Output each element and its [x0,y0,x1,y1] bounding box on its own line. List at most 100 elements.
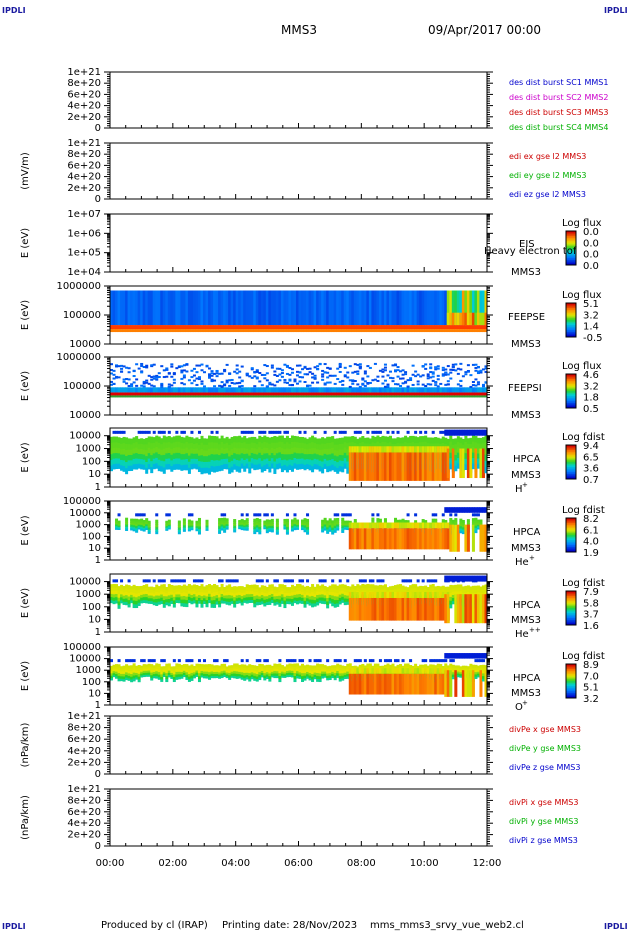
panel-1 [104,71,493,129]
y-tick-label: 2e+20 [67,830,101,841]
colorbar-segment [566,379,576,382]
colorbar-segment [566,518,576,521]
y-tick-label: 10 [88,688,101,699]
y-tick-label: 4e+20 [67,746,101,757]
colorbar-segment [566,333,576,336]
colorbar-segment [566,601,576,604]
y-axis-label: (mV/m) [20,152,31,190]
x-tick-label: 02:00 [158,858,187,869]
y-tick-label: 1 [95,555,101,566]
y-tick-label: 6e+20 [67,807,101,818]
spacecraft-label: MMS3 [511,688,541,699]
colorbar-segment [566,232,576,235]
colorbar-segment [566,667,576,670]
colorbar-segment [566,313,576,316]
y-axis-label: E (eV) [20,515,31,545]
colorbar-segment [566,467,576,470]
y-tick-label: 4e+20 [67,172,101,183]
colorbar-frame [565,590,577,626]
colorbar-segment [566,619,576,623]
colorbar-segment [566,330,576,333]
spacecraft-label: MMS3 [511,410,541,421]
y-axis-label: E (eV) [20,371,31,401]
colorbar-segment [566,244,576,247]
y-tick-label: 1e+04 [67,267,101,278]
colorbar-segment [566,613,576,616]
colorbar-segment [566,384,576,387]
colorbar-segment [566,445,576,448]
colorbar-segment [566,669,576,672]
colorbar-frame [565,373,577,409]
colorbar-tick-label: 7.9 [583,587,599,598]
colorbar-segment [566,453,576,456]
colorbar-segment [566,670,576,673]
colorbar-segment [566,256,576,259]
panel-10 [104,715,493,775]
colorbar-segment [566,311,576,314]
colorbar-segment [566,687,576,690]
spacecraft-label: MMS3 [511,267,541,278]
y-tick-label: 10000 [69,654,101,665]
legend-entry: divPe x gse MMS3 [509,725,581,734]
colorbar-segment [566,618,576,621]
colorbar-segment [566,599,576,602]
colorbar-segment [566,406,576,409]
legend-entry: des dist burst SC3 MMS3 [509,108,608,117]
colorbar-segment [566,528,576,531]
colorbar-tick-label: 3.2 [583,310,599,321]
colorbar-tick-label: 9.4 [583,441,599,452]
corner-label-bottom-right: IPDLI [604,922,628,931]
y-tick-label: 1000000 [56,352,101,363]
y-tick-label: 1e+21 [67,67,101,78]
colorbar-tick-label: 5.1 [583,299,599,310]
colorbar-segment [566,396,576,399]
overlay-text: Heavy electron tof [484,246,577,257]
colorbar-segment [566,602,576,606]
panel-frame [109,213,488,273]
colorbar-segment [566,320,576,323]
colorbar-segment [566,380,576,383]
colorbar-segment [566,684,576,687]
colorbar-segment [566,261,576,264]
y-axis-label: E (eV) [20,228,31,258]
colorbar-segment [566,236,576,239]
colorbar-segment [566,463,576,466]
colorbar-tick-label: 0.5 [583,404,599,415]
colorbar-tick-label: 5.1 [583,683,599,694]
colorbar-segment [566,665,576,668]
colorbar-tick-label: 1.4 [583,322,599,333]
colorbar-title: Log flux [562,361,602,372]
panel-4 [104,285,577,345]
colorbar-segment [566,533,576,536]
colorbar-segment [566,375,576,378]
colorbar-segment [566,526,576,529]
spectrogram-4 [110,290,487,333]
colorbar-frame [565,230,577,266]
colorbar-segment [566,397,576,400]
corner-label-bottom-left: IPDLI [2,922,26,931]
y-tick-label: 0 [95,123,101,134]
colorbar-segment [566,251,576,254]
y-tick-label: 10000 [69,431,101,442]
colorbar-segment [566,597,576,600]
colorbar-segment [566,675,576,679]
colorbar-frame [565,517,577,553]
colorbar-segment [566,456,576,460]
colorbar-segment [566,470,576,473]
colorbar-segment [566,591,576,594]
colorbar-segment [566,611,576,614]
y-tick-label: 8e+20 [67,149,101,160]
x-tick-label: 08:00 [347,858,376,869]
colorbar-tick-label: 4.6 [583,370,599,381]
colorbar-tick-label: 0.0 [583,261,599,272]
colorbar-title: Log fdist [562,432,605,443]
spectrogram-8 [110,575,487,624]
colorbar-tick-label: 6.5 [583,452,599,463]
y-tick-label: 100 [82,677,101,688]
instrument-label: HPCA [513,454,541,465]
mms-summary-plot: 00:00 02:00 04:00 06:00 08:00 10:00 12:00 1e+21… [20,67,608,869]
y-tick-label: 0 [95,769,101,780]
colorbar-segment [566,258,576,261]
spacecraft-label: MMS3 [511,339,541,350]
x-tick-label: 10:00 [410,858,439,869]
